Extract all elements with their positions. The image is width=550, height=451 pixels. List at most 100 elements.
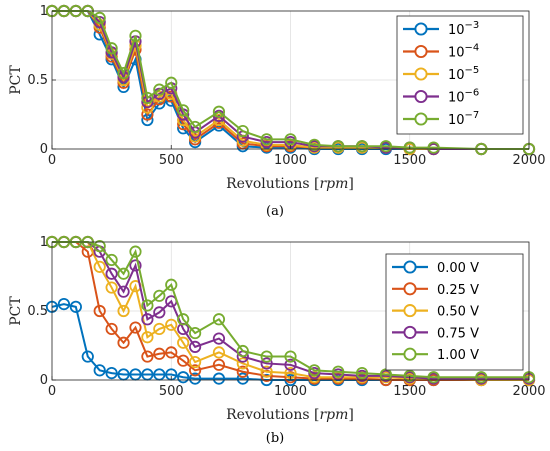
data-point <box>212 346 226 359</box>
legend-label: 1.00 V <box>437 348 479 363</box>
data-point <box>105 366 118 380</box>
data-point <box>153 83 166 96</box>
legend-marker <box>414 112 428 126</box>
y-tick-label: 0.5 <box>27 73 48 88</box>
data-point <box>105 281 118 294</box>
data-point <box>105 322 118 336</box>
data-point <box>236 124 249 138</box>
data-point <box>93 364 106 377</box>
data-point <box>212 105 226 118</box>
data-point <box>189 326 202 340</box>
data-point <box>403 141 416 154</box>
legend-label: 0.00 V <box>437 261 479 276</box>
data-point <box>212 332 226 345</box>
data-point <box>260 133 273 146</box>
x-tick-label: 1500 <box>393 384 426 399</box>
data-point <box>129 245 142 258</box>
data-point <box>332 365 345 378</box>
data-point <box>427 141 440 154</box>
y-tick-label: 0.5 <box>27 304 48 319</box>
chart-b-x-axis-bracket-close: ] <box>348 407 353 423</box>
legend-marker <box>403 304 417 318</box>
x-tick-label: 500 <box>159 153 184 168</box>
legend-item: 0.00 V <box>392 260 479 276</box>
data-point <box>81 350 94 363</box>
data-point <box>379 140 392 153</box>
legend-label-exponent: −4 <box>465 43 480 54</box>
chart-b-x-axis-label: Revolutions [rpm] <box>226 407 354 423</box>
legend-label-base: 0.75 V <box>437 326 479 341</box>
x-tick-label: 0 <box>48 153 56 168</box>
legend-marker <box>414 44 428 59</box>
y-tick-label: 1 <box>40 4 48 19</box>
data-point <box>153 347 166 360</box>
data-point <box>284 350 297 363</box>
y-tick-label: 0 <box>40 373 48 388</box>
data-point <box>260 357 273 370</box>
series-line <box>52 241 529 381</box>
data-point <box>153 306 166 319</box>
data-point <box>332 140 345 153</box>
data-point <box>284 133 297 146</box>
data-point <box>308 138 321 151</box>
legend-item: 0.75 V <box>392 325 479 341</box>
data-point <box>177 336 190 349</box>
data-point <box>93 240 106 253</box>
legend-label: 10−3 <box>448 20 479 38</box>
data-point <box>284 358 297 371</box>
data-point <box>212 313 226 326</box>
x-tick-label: 0 <box>48 384 56 399</box>
data-point <box>129 321 142 334</box>
legend-label: 0.50 V <box>437 305 479 320</box>
legend-marker <box>403 325 417 339</box>
data-point <box>117 285 130 298</box>
legend-label: 0.75 V <box>437 326 479 341</box>
chart-b: 0 500 1000 1500 2000 0 0.5 1 PCT Revolutions [r… <box>8 235 546 446</box>
chart-a: 0 500 1000 1500 2000 0 0.5 1 PCT Revolutions [r… <box>8 4 546 219</box>
chart-a-series <box>45 4 536 156</box>
data-point <box>189 372 202 385</box>
series-line <box>52 241 529 379</box>
chart-b-legend: 0.00 V 0.25 V 0.50 V 0.75 V 1.00 V <box>385 253 524 371</box>
data-point <box>236 344 249 358</box>
y-tick-label: 0 <box>40 142 48 157</box>
data-point <box>177 371 190 384</box>
legend-label-exponent: −5 <box>465 65 480 76</box>
data-point <box>475 371 488 384</box>
legend-label-exponent: −6 <box>465 88 480 99</box>
x-tick-label: 1000 <box>274 153 307 168</box>
data-point <box>236 365 249 378</box>
data-point <box>212 358 226 371</box>
legend-marker <box>414 22 428 36</box>
data-point <box>153 289 166 302</box>
data-point <box>355 366 369 380</box>
legend-marker <box>403 260 417 274</box>
data-point <box>165 278 178 291</box>
data-point <box>141 108 154 121</box>
data-point <box>93 11 106 24</box>
data-point <box>260 350 273 363</box>
data-point <box>189 364 202 377</box>
data-point <box>141 91 154 105</box>
chart-a-x-axis-label: Revolutions [rpm] <box>226 176 354 192</box>
legend-label-exponent: −3 <box>465 20 480 31</box>
legend-item: 10−6 <box>403 88 479 106</box>
data-point <box>105 42 118 55</box>
data-point <box>141 299 154 312</box>
data-point <box>93 304 106 318</box>
legend-label: 10−5 <box>448 65 479 83</box>
chart-b-series <box>45 235 536 387</box>
data-point <box>260 369 273 382</box>
legend-label: 0.25 V <box>437 283 479 298</box>
chart-a-x-axis-bracket-close: ] <box>348 176 353 192</box>
legend-item: 10−4 <box>403 43 479 61</box>
chart-a-x-axis-unit: rpm <box>319 176 348 192</box>
data-point <box>105 253 118 267</box>
data-point <box>141 313 154 326</box>
legend-label-base: 10 <box>448 91 465 106</box>
legend-item: 0.50 V <box>392 304 479 320</box>
data-point <box>284 371 297 384</box>
x-tick-label: 1000 <box>274 384 307 399</box>
legend-item: 10−3 <box>403 20 479 38</box>
legend-label: 10−7 <box>448 110 479 128</box>
